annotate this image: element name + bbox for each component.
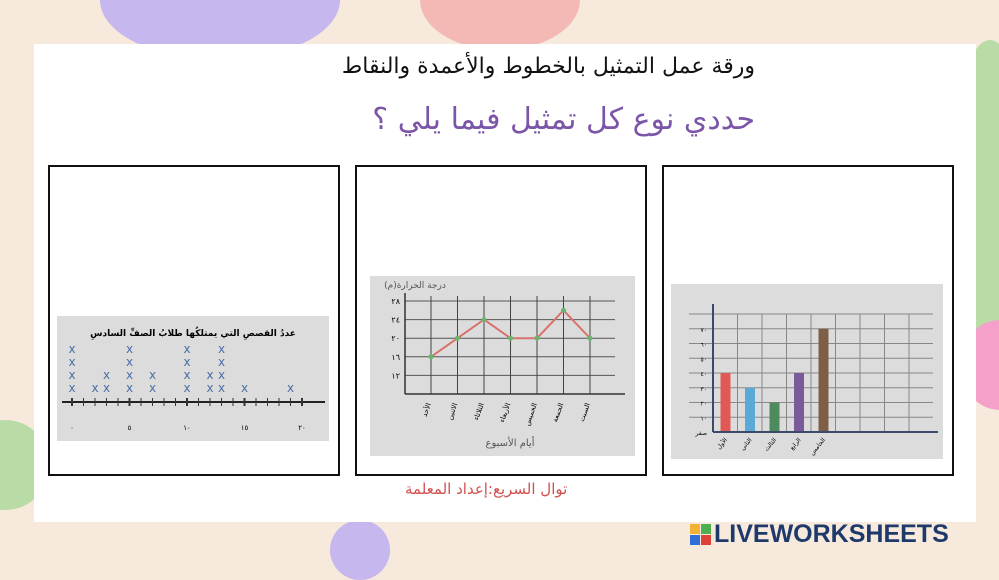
data-point — [455, 335, 460, 341]
data-point-x: x — [183, 368, 190, 382]
y-tick-label: ٢٨ — [391, 297, 400, 306]
decor-blob — [420, 0, 580, 50]
data-point-x: x — [149, 368, 156, 382]
y-tick-label: ١٢ — [391, 371, 400, 380]
chart-title: عددُ القصصِ التي يمتلكُها طلابُ الصفِّ ا… — [90, 326, 296, 340]
decor-blob — [330, 520, 390, 580]
y-tick-label: ٥٠ — [701, 356, 707, 363]
data-point-x: x — [68, 342, 75, 356]
bar — [769, 402, 780, 432]
logo-badge — [690, 524, 711, 545]
data-point-x: x — [126, 342, 133, 356]
y-tick-label: ٢٠ — [391, 334, 400, 343]
x-tick-label: الاثنين — [446, 402, 460, 421]
data-point-x: x — [218, 381, 225, 395]
dot-plot-chart: عددُ القصصِ التي يمتلكُها طلابُ الصفِّ ا… — [57, 316, 329, 441]
liveworksheets-logo[interactable]: LIVEWORKSHEETS — [690, 520, 949, 549]
data-point — [481, 317, 487, 323]
data-point-x: x — [68, 381, 75, 395]
x-tick-label: ١٥ — [241, 424, 249, 432]
data-point-x: x — [68, 355, 75, 369]
bar — [794, 373, 804, 432]
logo-text: LIVEWORKSHEETS — [714, 520, 949, 548]
worksheet-title: ورقة عمل التمثيل بالخطوط والأعمدة والنقا… — [341, 54, 755, 79]
y-tick-label: ٣٠ — [701, 386, 707, 393]
data-point — [534, 335, 540, 341]
x-tick-label: الثاني — [739, 437, 753, 452]
x-tick-label: الأحد — [420, 402, 433, 418]
data-point — [508, 335, 513, 341]
x-tick-label: ٢٠ — [298, 424, 306, 432]
x-tick-label: الرابع — [789, 437, 803, 452]
x-tick-label: السبت — [578, 402, 592, 423]
y-tick-label: ٧٠ — [701, 327, 707, 334]
data-point-x: x — [183, 381, 190, 395]
data-point — [428, 354, 434, 360]
data-point-x: x — [68, 368, 75, 382]
x-tick-label: الثالث — [763, 437, 778, 453]
data-point-x: x — [183, 355, 190, 369]
x-tick-label: الخميس — [523, 402, 539, 427]
x-tick-label: الجمعة — [551, 402, 565, 423]
line-chart: درجة الحرارة(م) ١٢ ١٦ ٢٠ ٢٤ ٢٨ الأحد الاثنين الث… — [370, 276, 635, 456]
y-tick-label: ٦٠ — [701, 342, 707, 349]
data-point-x: x — [183, 342, 190, 356]
x-tick-label: الخامس — [809, 437, 827, 457]
worksheet-question: حددي نوع كل تمثيل فيما يلي ؟ — [372, 102, 755, 137]
x-axis-label: أيام الأسبوع — [486, 436, 535, 449]
y-tick-label: صفر — [695, 430, 707, 437]
data-point-x: x — [206, 381, 213, 395]
y-tick-label: ١٦ — [391, 353, 400, 362]
y-tick-label: ١٠ — [701, 415, 707, 422]
x-tick-label: ٠ — [70, 424, 74, 432]
y-tick-label: ٢٠ — [701, 401, 707, 408]
frame-dot-plot: عددُ القصصِ التي يمتلكُها طلابُ الصفِّ ا… — [48, 165, 340, 476]
frame-bar-chart: صفر ١٠ ٢٠ ٣٠ ٤٠ ٥٠ ٦٠ ٧٠ الأول الثاني الثالث الرابع… — [662, 165, 954, 476]
data-point-x: x — [91, 381, 98, 395]
data-point-x: x — [218, 342, 225, 356]
bar — [745, 387, 755, 432]
bar — [720, 373, 731, 432]
x-tick-label: الأربعاء — [497, 402, 512, 424]
data-point-x: x — [126, 355, 133, 369]
y-axis-label: درجة الحرارة(م) — [384, 281, 446, 291]
x-tick-label: الأول — [715, 436, 729, 451]
data-point — [587, 335, 593, 341]
data-point-x: x — [103, 381, 110, 395]
data-point-x: x — [103, 368, 110, 382]
x-tick-label: الثلاثاء — [472, 402, 486, 421]
y-tick-label: ٤٠ — [701, 371, 707, 378]
x-tick-label: ١٠ — [183, 424, 191, 432]
y-tick-label: ٢٤ — [391, 316, 400, 325]
data-point-x: x — [206, 368, 213, 382]
data-point-x: x — [218, 355, 225, 369]
bar-chart: صفر ١٠ ٢٠ ٣٠ ٤٠ ٥٠ ٦٠ ٧٠ الأول الثاني الثالث الرابع… — [671, 284, 943, 459]
frame-line-chart: درجة الحرارة(م) ١٢ ١٦ ٢٠ ٢٤ ٢٨ الأحد الاثنين الث… — [355, 165, 647, 476]
data-point-x: x — [126, 381, 133, 395]
data-point — [561, 307, 566, 313]
bar — [818, 328, 829, 432]
data-point-x: x — [149, 381, 156, 395]
credit-text: توال السريع:إعداد المعلمة — [405, 480, 568, 498]
data-point-x: x — [241, 381, 248, 395]
data-point-x: x — [218, 368, 225, 382]
x-tick-label: ٥ — [128, 424, 132, 432]
data-point-x: x — [287, 381, 294, 395]
data-point-x: x — [126, 368, 133, 382]
